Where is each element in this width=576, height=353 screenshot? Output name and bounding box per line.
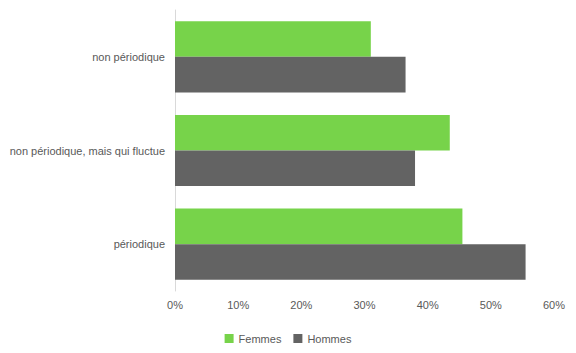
svg-text:0%: 0% [167, 299, 183, 311]
svg-text:40%: 40% [417, 299, 439, 311]
svg-text:Femmes: Femmes [239, 333, 282, 345]
svg-text:non périodique: non périodique [92, 51, 165, 63]
svg-text:20%: 20% [290, 299, 312, 311]
svg-text:non périodique, mais qui fluct: non périodique, mais qui fluctue [10, 145, 165, 157]
svg-text:Hommes: Hommes [307, 333, 352, 345]
svg-text:10%: 10% [227, 299, 249, 311]
svg-text:60%: 60% [543, 299, 565, 311]
svg-text:périodique: périodique [114, 238, 165, 250]
svg-text:50%: 50% [480, 299, 502, 311]
svg-text:30%: 30% [353, 299, 375, 311]
